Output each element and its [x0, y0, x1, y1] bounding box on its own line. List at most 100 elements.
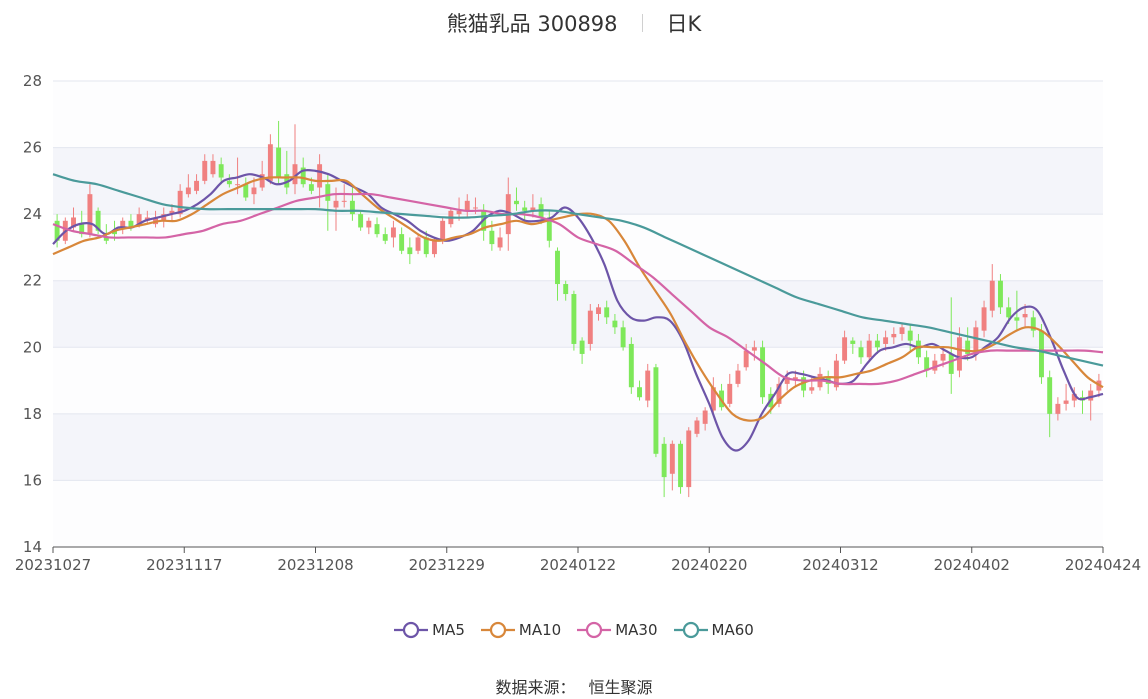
- chart-period: 日K: [666, 12, 702, 36]
- candle-body: [1071, 393, 1077, 401]
- candle-body: [1047, 377, 1053, 414]
- y-tick-label: 16: [23, 471, 42, 489]
- candle-body: [473, 207, 478, 209]
- candle-body: [374, 224, 380, 235]
- candle-body: [702, 410, 708, 424]
- candle-body: [71, 217, 76, 228]
- candlestick-chart: 14 16 18 20 22 24 26 28 20231027 20231117 20231208…: [15, 72, 1141, 574]
- candle-body: [423, 237, 429, 255]
- legend-item-ma5[interactable]: MA5: [394, 620, 465, 640]
- candle-body: [751, 347, 757, 351]
- candle-body: [456, 210, 462, 215]
- candle-body: [948, 353, 954, 374]
- candle-body: [349, 200, 355, 215]
- candle-body: [103, 237, 109, 241]
- candle-body: [235, 184, 241, 186]
- candle-body: [874, 340, 880, 348]
- candle-body: [809, 387, 815, 391]
- legend-item-ma10[interactable]: MA10: [480, 620, 562, 640]
- candle-body: [628, 343, 634, 388]
- candle-body: [866, 340, 872, 358]
- legend-swatch-icon: [577, 621, 612, 639]
- candle-body: [743, 350, 749, 368]
- candle-body: [514, 200, 519, 205]
- candle-body: [382, 234, 388, 241]
- candle-body: [79, 224, 85, 235]
- data-source-name: 恒生聚源: [588, 678, 653, 697]
- candle-body: [678, 443, 683, 488]
- grid-band: [53, 147, 1103, 215]
- candle-body: [87, 194, 93, 235]
- candle-body: [587, 310, 593, 344]
- candle-body: [1055, 403, 1061, 414]
- candle-body: [661, 443, 667, 478]
- data-source-label: 数据来源：: [495, 678, 576, 697]
- candle-body: [431, 240, 437, 255]
- candle-body: [973, 327, 979, 354]
- candle-body: [571, 294, 577, 344]
- candle-body: [998, 280, 1003, 308]
- candle-body: [276, 147, 282, 178]
- x-tick-label: 20231027: [15, 556, 91, 574]
- legend-item-ma60[interactable]: MA60: [673, 620, 754, 640]
- candle-body: [669, 443, 675, 474]
- candle-body: [292, 164, 298, 185]
- candle-body: [784, 377, 790, 384]
- y-tick-label: 14: [23, 538, 42, 556]
- legend-label: MA10: [518, 621, 562, 639]
- candle-body: [210, 160, 216, 175]
- candle-body: [366, 220, 372, 228]
- legend-item-ma30[interactable]: MA30: [577, 620, 658, 640]
- legend-swatch-icon: [394, 621, 429, 639]
- candle-body: [965, 340, 971, 354]
- candle-body: [317, 164, 323, 188]
- candle-body: [325, 184, 331, 201]
- legend-label: MA60: [711, 621, 754, 639]
- x-tick-label: 20240312: [802, 556, 878, 574]
- legend-label: MA30: [615, 621, 658, 639]
- data-source: 数据来源： 恒生聚源: [0, 674, 1148, 698]
- candle-body: [907, 330, 913, 341]
- candle-body: [858, 347, 864, 358]
- candle-body: [120, 220, 126, 228]
- candle-body: [620, 327, 626, 348]
- candle-body: [497, 237, 503, 248]
- candle-body: [399, 234, 405, 251]
- x-tick-label: 20231229: [409, 556, 485, 574]
- candle-body: [267, 144, 273, 181]
- candle-body: [596, 307, 601, 314]
- candle-body: [415, 237, 421, 251]
- grid-band: [53, 81, 1103, 148]
- series-line-ma60: [52, 173, 1104, 367]
- candle-body: [932, 360, 938, 371]
- candle-body: [259, 174, 265, 188]
- y-tick-label: 24: [23, 205, 42, 223]
- candle-body: [579, 340, 585, 354]
- candle-body: [522, 207, 528, 211]
- candle-body: [177, 190, 183, 215]
- candle-body: [202, 160, 208, 181]
- candle-body: [136, 214, 142, 225]
- candle-body: [341, 200, 347, 202]
- candle-body: [218, 164, 224, 178]
- candle-body: [686, 430, 692, 488]
- candle-body: [760, 347, 766, 398]
- candle-body: [464, 200, 470, 211]
- candle-body: [735, 370, 741, 384]
- y-tick-label: 20: [23, 338, 42, 356]
- candle-body: [390, 227, 396, 238]
- candle-body: [1030, 317, 1036, 331]
- chart-title: 熊猫乳品 300898: [446, 12, 618, 36]
- candle-body: [243, 184, 249, 198]
- candle-body: [1006, 307, 1012, 318]
- candle-body: [637, 387, 642, 398]
- candle-body: [1063, 400, 1069, 404]
- candle-body: [924, 357, 930, 371]
- x-tick-label: 20240122: [540, 556, 616, 574]
- candle-body: [981, 307, 987, 331]
- candle-body: [128, 220, 134, 228]
- candle-body: [333, 200, 339, 208]
- candle-body: [226, 180, 232, 185]
- candle-body: [801, 377, 807, 391]
- candle-body: [612, 320, 618, 328]
